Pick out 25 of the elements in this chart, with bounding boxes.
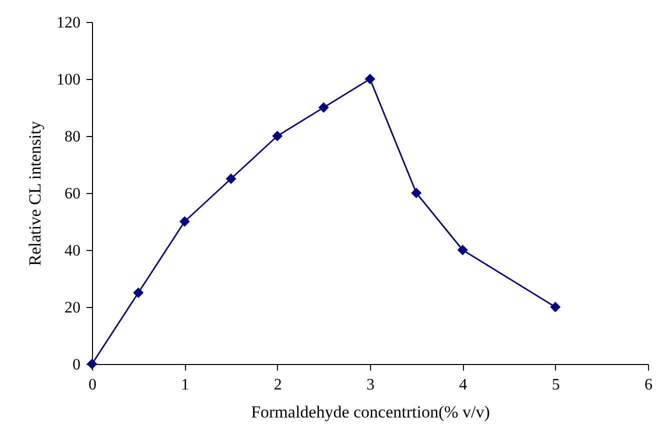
x-tick-label: 2: [274, 376, 282, 394]
point: [133, 288, 144, 298]
y-tick-label: 0: [72, 356, 80, 374]
point: [272, 130, 283, 142]
x-tick-label: 5: [552, 376, 560, 394]
point: [550, 302, 561, 312]
x-tick-label: 6: [644, 376, 652, 394]
point: [411, 188, 422, 198]
x-tick-label: 0: [88, 376, 96, 394]
point: [457, 244, 468, 256]
point: [318, 102, 329, 113]
y-tick-label: 40: [64, 242, 80, 260]
y-tick-label: 100: [56, 72, 80, 88]
point: [226, 174, 236, 184]
point: [179, 216, 190, 227]
x-tick-label: 3: [366, 376, 374, 394]
x-axis-title: Formaldehyde concentrtion(% v/v): [251, 402, 490, 422]
point: [364, 74, 376, 84]
y-tick-label: 120: [56, 14, 80, 32]
y-tick-label: 60: [64, 186, 80, 202]
y-tick-label: 20: [64, 300, 80, 316]
y-tick-label: 80: [64, 128, 80, 146]
x-tick-label: 1: [181, 376, 190, 394]
x-tick-label: 4: [459, 376, 468, 394]
y-axis-title: Relative CL intensity: [26, 120, 44, 266]
